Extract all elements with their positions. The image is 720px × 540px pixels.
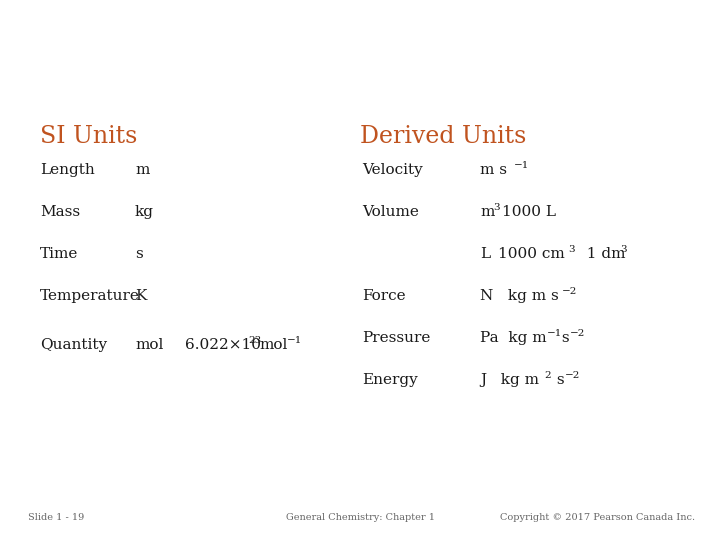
Text: 3: 3 [620, 245, 626, 254]
Text: s: s [552, 373, 564, 387]
Text: 3: 3 [568, 245, 575, 254]
Text: 1 dm: 1 dm [577, 247, 626, 261]
Text: L: L [480, 247, 490, 261]
Text: SI Units: SI Units [40, 125, 138, 148]
Text: −1: −1 [287, 336, 302, 345]
Text: J   kg m: J kg m [480, 373, 539, 387]
Text: Time: Time [40, 247, 78, 261]
Text: −2: −2 [565, 371, 580, 380]
Text: Pressure: Pressure [362, 331, 431, 345]
Text: 3: 3 [493, 203, 500, 212]
Text: kg: kg [135, 205, 154, 219]
Text: s: s [135, 247, 143, 261]
Text: 6.022×10: 6.022×10 [185, 338, 261, 352]
Text: Mass: Mass [40, 205, 80, 219]
Text: −2: −2 [562, 287, 577, 296]
Text: Copyright © 2017 Pearson Canada Inc.: Copyright © 2017 Pearson Canada Inc. [500, 513, 695, 522]
Text: Velocity: Velocity [362, 163, 423, 177]
Text: Slide 1 - 19: Slide 1 - 19 [28, 513, 84, 522]
Text: Length: Length [40, 163, 95, 177]
Text: Energy: Energy [362, 373, 418, 387]
Text: Force: Force [362, 289, 405, 303]
Text: mol: mol [259, 338, 287, 352]
Text: Derived Units: Derived Units [360, 125, 526, 148]
Text: m: m [135, 163, 149, 177]
Text: −1: −1 [514, 161, 529, 170]
Text: −2: −2 [570, 329, 585, 338]
Text: 23: 23 [248, 336, 261, 345]
Text: s: s [557, 331, 570, 345]
Text: −1: −1 [547, 329, 562, 338]
Text: 1000 L: 1000 L [502, 205, 556, 219]
Text: 1000 cm: 1000 cm [498, 247, 564, 261]
Text: m s: m s [480, 163, 507, 177]
Text: m: m [480, 205, 495, 219]
Text: Quantity: Quantity [40, 338, 107, 352]
Text: mol: mol [135, 338, 163, 352]
Text: N   kg m s: N kg m s [480, 289, 559, 303]
Text: Pa  kg m: Pa kg m [480, 331, 546, 345]
Text: Temperature: Temperature [40, 289, 140, 303]
Text: General Chemistry: Chapter 1: General Chemistry: Chapter 1 [286, 513, 434, 522]
Text: Volume: Volume [362, 205, 419, 219]
Text: K: K [135, 289, 146, 303]
Text: 2: 2 [544, 371, 551, 380]
